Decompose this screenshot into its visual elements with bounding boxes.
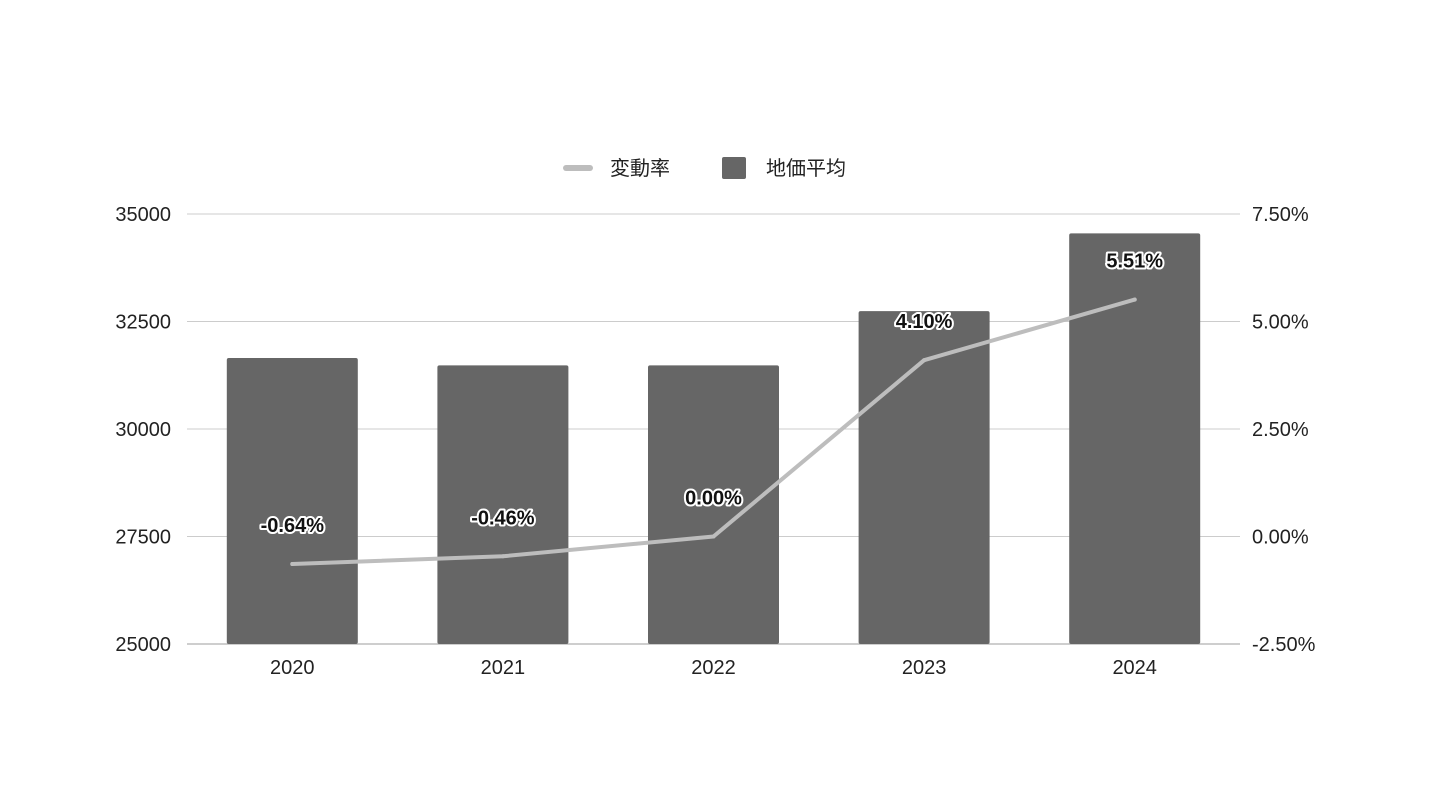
line-point (922, 358, 927, 363)
bar (648, 365, 779, 644)
legend-square-swatch (722, 157, 746, 179)
legend-label: 地価平均 (766, 156, 846, 180)
data-label: 0.00% (685, 488, 742, 510)
line-point (711, 534, 716, 539)
y-left-tick-label: 35000 (115, 204, 171, 226)
x-tick-label: 2021 (481, 657, 526, 679)
bar (226, 358, 358, 644)
y-left-tick-label: 32500 (115, 312, 171, 334)
y-right-tick-label: 2.50% (1252, 419, 1309, 441)
data-label: 5.51% (1106, 251, 1163, 273)
data-label: -0.46% (471, 507, 535, 529)
data-label: -0.64% (261, 515, 325, 537)
bar (858, 311, 990, 644)
x-tick-label: 2022 (691, 657, 736, 679)
x-tick-label: 2020 (270, 657, 315, 679)
bar (437, 365, 569, 644)
y-right-tick-label: 0.00% (1252, 527, 1309, 549)
data-label: 4.10% (896, 311, 953, 333)
legend-label: 変動率 (610, 156, 670, 180)
y-right-tick-label: 5.00% (1252, 312, 1309, 334)
line-point (500, 554, 505, 559)
y-right-tick-label: 7.50% (1252, 204, 1309, 226)
line-point (290, 562, 295, 567)
y-left-tick-label: 25000 (115, 634, 171, 656)
bar (1069, 233, 1201, 644)
y-left-tick-label: 27500 (115, 527, 171, 549)
y-right-tick-label: -2.50% (1252, 634, 1316, 656)
line-point (1132, 297, 1137, 302)
x-tick-label: 2023 (902, 657, 947, 679)
y-left-tick-label: 30000 (115, 419, 171, 441)
x-tick-label: 2024 (1112, 657, 1157, 679)
